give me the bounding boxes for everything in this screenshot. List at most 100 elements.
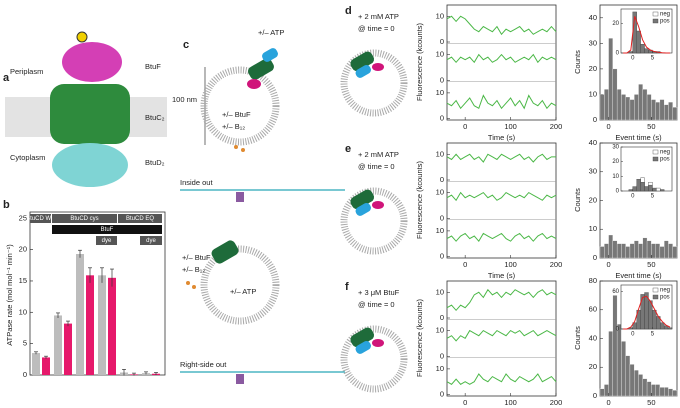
inset-x-tick-label: 0: [631, 56, 635, 62]
annotation: +/– BtuF: [222, 110, 251, 119]
btuf-structure: [62, 42, 122, 82]
histogram-bar: [668, 243, 673, 259]
y-axis-label: Counts: [573, 326, 582, 350]
histogram-bar: [604, 243, 609, 259]
histogram-bar: [608, 234, 613, 259]
inset-y-tick-label: 10: [612, 174, 619, 180]
legend-label: pos: [660, 295, 670, 301]
annotation: +/– ATP: [258, 28, 284, 37]
y-tick-label: 30: [589, 167, 597, 176]
y-tick-label: 20: [589, 195, 597, 204]
group-box: [118, 214, 162, 223]
histogram-bar: [625, 246, 631, 259]
histogram-bar: [655, 384, 661, 397]
trace: [446, 153, 556, 163]
trace: [446, 191, 557, 202]
condition-label: + 2 mM ATP: [358, 12, 399, 21]
x-axis-label: Time (s): [488, 271, 516, 280]
anchor: [236, 374, 244, 384]
legend-swatch: [652, 156, 659, 162]
y-tick-label: 0: [440, 175, 444, 184]
plot-frame: [446, 4, 557, 121]
inset-bar: [660, 189, 665, 192]
inset-bar: [660, 322, 665, 330]
y-tick-label: 0: [593, 391, 597, 400]
legend-label: neg: [660, 288, 670, 294]
y-tick-label: 20: [589, 64, 597, 73]
x-tick-label: 100: [504, 398, 517, 407]
inset-bar: [652, 187, 657, 192]
dye-label: dye: [146, 238, 156, 244]
vesicle: [340, 187, 408, 255]
bar: [64, 323, 72, 375]
dye-box: [96, 236, 117, 245]
vesicle: [340, 49, 408, 117]
histogram-bar: [672, 107, 678, 121]
y-axis-label: Fluorescence (kcounts): [415, 161, 424, 239]
histogram-bar: [621, 94, 626, 121]
histogram-bar: [659, 246, 665, 259]
inset-x-tick-label: 5: [651, 332, 655, 338]
x-tick-label: 0: [463, 398, 467, 407]
vesicle: [340, 325, 408, 393]
histogram-bar: [616, 243, 622, 259]
histogram-bar: [621, 243, 626, 259]
y-tick-label: 0: [440, 37, 444, 46]
y-tick-label: 10: [436, 326, 444, 335]
y-tick-label: 10: [436, 50, 444, 59]
inset-y-tick-label: 20: [612, 21, 619, 27]
y-tick-label: 25: [19, 213, 27, 222]
x-tick-label: 0: [606, 398, 610, 407]
inset-bar: [644, 48, 649, 54]
transporter: [262, 48, 278, 62]
y-tick-label: 20: [19, 245, 27, 254]
bar: [98, 275, 106, 375]
y-tick-label: 30: [589, 38, 597, 47]
histogram-bar: [646, 381, 652, 397]
label-dye: [76, 31, 88, 43]
histogram-bar: [616, 323, 622, 397]
inset-bar: [640, 181, 645, 192]
bar: [108, 277, 116, 375]
transporter: [355, 65, 371, 78]
histogram-bar: [651, 243, 656, 259]
legend-label: neg: [660, 150, 670, 156]
annotation: +/– B₁₂: [222, 122, 245, 131]
dye-box: [140, 236, 162, 245]
trace: [446, 288, 557, 312]
inset-bar: [628, 51, 633, 54]
y-tick-label: 0: [440, 114, 444, 123]
plot-frame: [446, 280, 557, 397]
legend-label: pos: [660, 19, 670, 25]
x-tick-label: 200: [550, 260, 563, 269]
inset-bar: [636, 30, 641, 54]
histogram-bar: [651, 99, 656, 121]
condition-label: @ time = 0: [358, 300, 395, 309]
legend-swatch: [652, 287, 659, 293]
transporter: [211, 240, 239, 264]
x-tick-label: 0: [463, 260, 467, 269]
y-tick-label: 0: [440, 351, 444, 360]
protein-label: BtuD₂: [145, 158, 165, 167]
histogram-bar: [642, 89, 648, 121]
inset-bar: [663, 325, 669, 330]
x-tick-label: 100: [504, 122, 517, 131]
histogram-bar: [664, 240, 669, 259]
inset-bar: [636, 179, 641, 192]
protein-label: BtuF: [145, 62, 161, 71]
histogram-bar: [655, 101, 661, 121]
btuf: [372, 63, 384, 71]
btud-structure: [52, 143, 128, 187]
trace: [446, 329, 557, 342]
y-tick-label: 10: [589, 89, 597, 98]
histogram-bar: [608, 331, 613, 397]
b12: [234, 145, 238, 149]
inset-y-tick-label: 0: [616, 189, 620, 195]
fit-curve: [622, 295, 671, 330]
histogram-bar: [651, 384, 656, 397]
histogram-bar: [672, 246, 678, 259]
legend-swatch: [652, 294, 659, 300]
legend-label: pos: [660, 157, 670, 163]
region-label: Periplasm: [10, 67, 43, 76]
